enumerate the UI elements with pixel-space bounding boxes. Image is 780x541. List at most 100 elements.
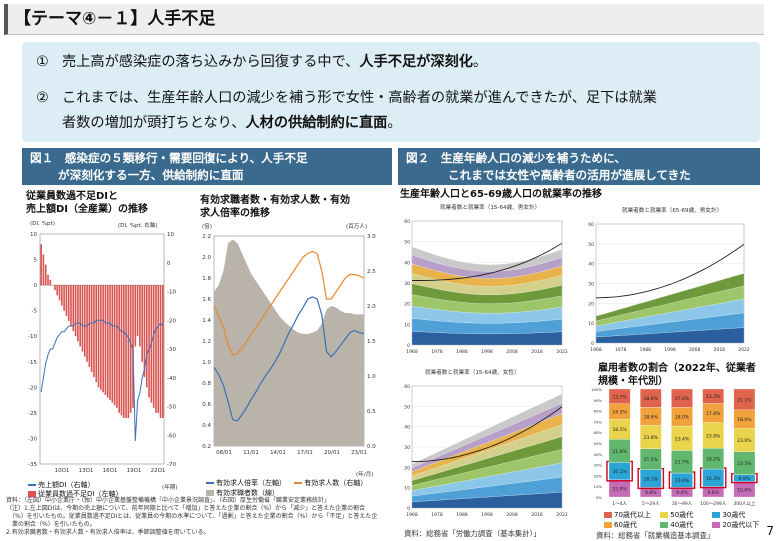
y-tick-label: 30% <box>594 463 603 468</box>
stacked-area-band <box>411 246 563 272</box>
left-tick-label: -20 <box>28 385 37 391</box>
fig2-heading-line2: これまでは女性や高齢者の活用が進展してきた <box>448 168 691 182</box>
employee-di-bar <box>88 285 91 367</box>
employee-di-bar <box>81 285 84 352</box>
category-label: 30〜99人 <box>672 501 693 507</box>
employee-di-bar <box>123 285 125 418</box>
left-tick-label: 0 <box>34 283 38 289</box>
bar-legend-label-20: 20歳代以下 <box>722 521 760 529</box>
legend-ratio: 有効求人倍率（左軸） 有効求人数（右軸） <box>206 478 367 488</box>
summary-highlight-1: 人手不足が深刻化 <box>359 54 473 70</box>
employee-di-bar <box>125 285 127 418</box>
fig1-note-2: （注）1.左上図DIは、今期の売上額について、前年同期と比べて「増加」と答えた企… <box>6 505 366 512</box>
right-tick-label: 1.5 <box>367 339 376 345</box>
bar-legend-swatch-70 <box>604 512 612 518</box>
segment-value-label: 18.6% <box>737 417 752 423</box>
summary-text-2b: 者数の増加が頭打ちとなり、 <box>62 115 246 131</box>
left-tick-label: 1.4 <box>202 318 211 324</box>
left-tick-label: 60 <box>404 384 410 390</box>
summary-post-2: 。 <box>387 115 402 131</box>
summary-item-2: ② これまでは、生産年齢人口の減少を補う形で女性・高齢者の就業が進んできたが、足下… <box>36 86 657 136</box>
left-tick-label: -5 <box>32 309 38 315</box>
y-tick-label: 100% <box>591 387 602 392</box>
segment-value-label: 9.6% <box>707 490 719 496</box>
legend-label-ratio: 有効求人倍率（左軸） <box>216 479 286 487</box>
segment-value-label: 23.6% <box>737 438 752 444</box>
right-tick-label: -30 <box>167 347 176 353</box>
employment-share-bar-chart: 0% 10% 20% 30% 40% 50% 60% 70% 80% 90% 100% 15.9% 16… <box>591 387 758 507</box>
left-tick-label: -10 <box>28 334 37 340</box>
segment-value-label: 14.3% <box>612 409 627 415</box>
job-seekers-area <box>214 239 364 446</box>
segment-value-label: 13.7% <box>612 394 627 400</box>
employee-di-bar <box>79 285 81 347</box>
y-tick-label: 90% <box>594 398 603 403</box>
employee-di-bar <box>120 285 123 416</box>
fig1-right-xunit: (年/月) <box>356 472 374 478</box>
x-tick-label: 11/01 <box>243 450 259 456</box>
left-tick-label: 0 <box>407 343 410 349</box>
left-tick-label: 50 <box>404 240 410 246</box>
summary-text-1: 売上高が感染症の落ち込みから回復する中で、 <box>62 54 360 70</box>
fig1-note-3: （%）を引いたもの。従業員数過不足DIとは、従業員の今期の水準について、「過剰」… <box>6 513 378 520</box>
x-tick-label: 2022 <box>556 512 568 518</box>
bar-legend-swatch-60 <box>604 522 612 528</box>
employee-di-bar <box>118 285 121 413</box>
segment-value-label: 17.6% <box>675 396 690 402</box>
fig2-heading: 図２ 生産年齢人口の減少を補うために、 これまでは女性や高齢者の活用が進展してき… <box>398 148 760 185</box>
employee-di-bar <box>157 285 160 413</box>
job-openings-line <box>213 250 365 356</box>
segment-value-label: 23.8% <box>706 433 721 439</box>
stacked-area-band <box>411 393 563 468</box>
left-tick-label: 0.8 <box>202 381 211 387</box>
employee-di-bar <box>58 285 61 301</box>
chart-c-label: 就業者数と就業率（15-64歳、女性） <box>425 370 520 376</box>
left-tick-label: -30 <box>28 436 37 442</box>
legend-swatch-openings <box>294 482 303 484</box>
left-tick-label: 2.0 <box>202 255 211 261</box>
x-tick-label: 1978 <box>431 349 443 355</box>
bar-legend-swatch-50 <box>660 512 669 518</box>
left-tick-label: 40 <box>404 425 410 431</box>
employee-di-bar <box>42 254 45 286</box>
x-tick-label: 19Q1 <box>127 468 142 472</box>
left-tick-label: 60 <box>588 222 594 228</box>
employee-di-bar <box>134 285 137 347</box>
fig1-right-title-line2: 求人倍率の推移 <box>200 208 270 219</box>
left-tick-label: 1.2 <box>202 339 211 345</box>
page-number: 7 <box>766 524 774 538</box>
left-tick-label: 30 <box>404 445 410 451</box>
right-tick-label: -70 <box>167 462 176 468</box>
left-tick-label: 0 <box>591 341 594 347</box>
employee-di-bar <box>77 285 79 342</box>
working-age-area-chart: 1968 1978 1988 1998 2008 2018 2022 60 50 40 30 20 10… <box>404 219 568 355</box>
bar-legend-label-30: 30歳代 <box>722 511 746 519</box>
employee-di-bar <box>65 285 68 316</box>
y-tick-label: 50% <box>594 441 603 446</box>
summary-text-2: これまでは、生産年齢人口の減少を補う形で女性・高齢者の就業が進んできたが、足下は… <box>62 90 657 106</box>
right-tick-label: 0 <box>167 261 171 267</box>
left-tick-label: 1.6 <box>202 297 211 303</box>
segment-value-label: 6.9% <box>739 476 751 482</box>
x-tick-label: 16Q1 <box>103 468 118 472</box>
x-tick-label: 08/01 <box>216 450 232 456</box>
segment-value-label: 9.8% <box>645 490 657 496</box>
fig1-note-1: 資料：（左図）中小企業庁・（独）中小企業基盤整備機構「中小企業景況調査」、（右図… <box>6 497 331 504</box>
fig1-note-5: 2.有効求職者数・有効求人数・有効求人倍率は、季節調整値を用いている。 <box>6 529 210 536</box>
employee-di-bar <box>106 285 109 398</box>
employee-di-bar <box>63 285 65 311</box>
legend-swatch-employee <box>28 491 36 497</box>
segment-value-label: 18.6% <box>644 396 659 402</box>
x-tick-label: 10Q1 <box>55 468 70 472</box>
left-tick-label: 30 <box>404 281 410 287</box>
fig2-source-2: 資料：総務省「就業構造基本調査」 <box>596 531 715 540</box>
right-tick-label: 2.5 <box>367 269 376 275</box>
employee-di-bar <box>113 285 116 406</box>
di-chart: 10 5 0 -5 -10 -15 -20 -25 -30 -35 10 0 -10 -20 -30 -40 -… <box>28 232 176 472</box>
employee-di-bar <box>61 285 63 306</box>
fig1-heading: 図１ 感染症の５類移行・需要回復により、人手不足 が深刻化する一方、供給制約に直… <box>22 148 392 185</box>
segment-value-label: 18.1% <box>644 477 659 483</box>
employee-di-bar <box>100 285 102 390</box>
x-tick-label: 1998 <box>664 347 676 353</box>
stacked-area-band <box>595 273 745 322</box>
